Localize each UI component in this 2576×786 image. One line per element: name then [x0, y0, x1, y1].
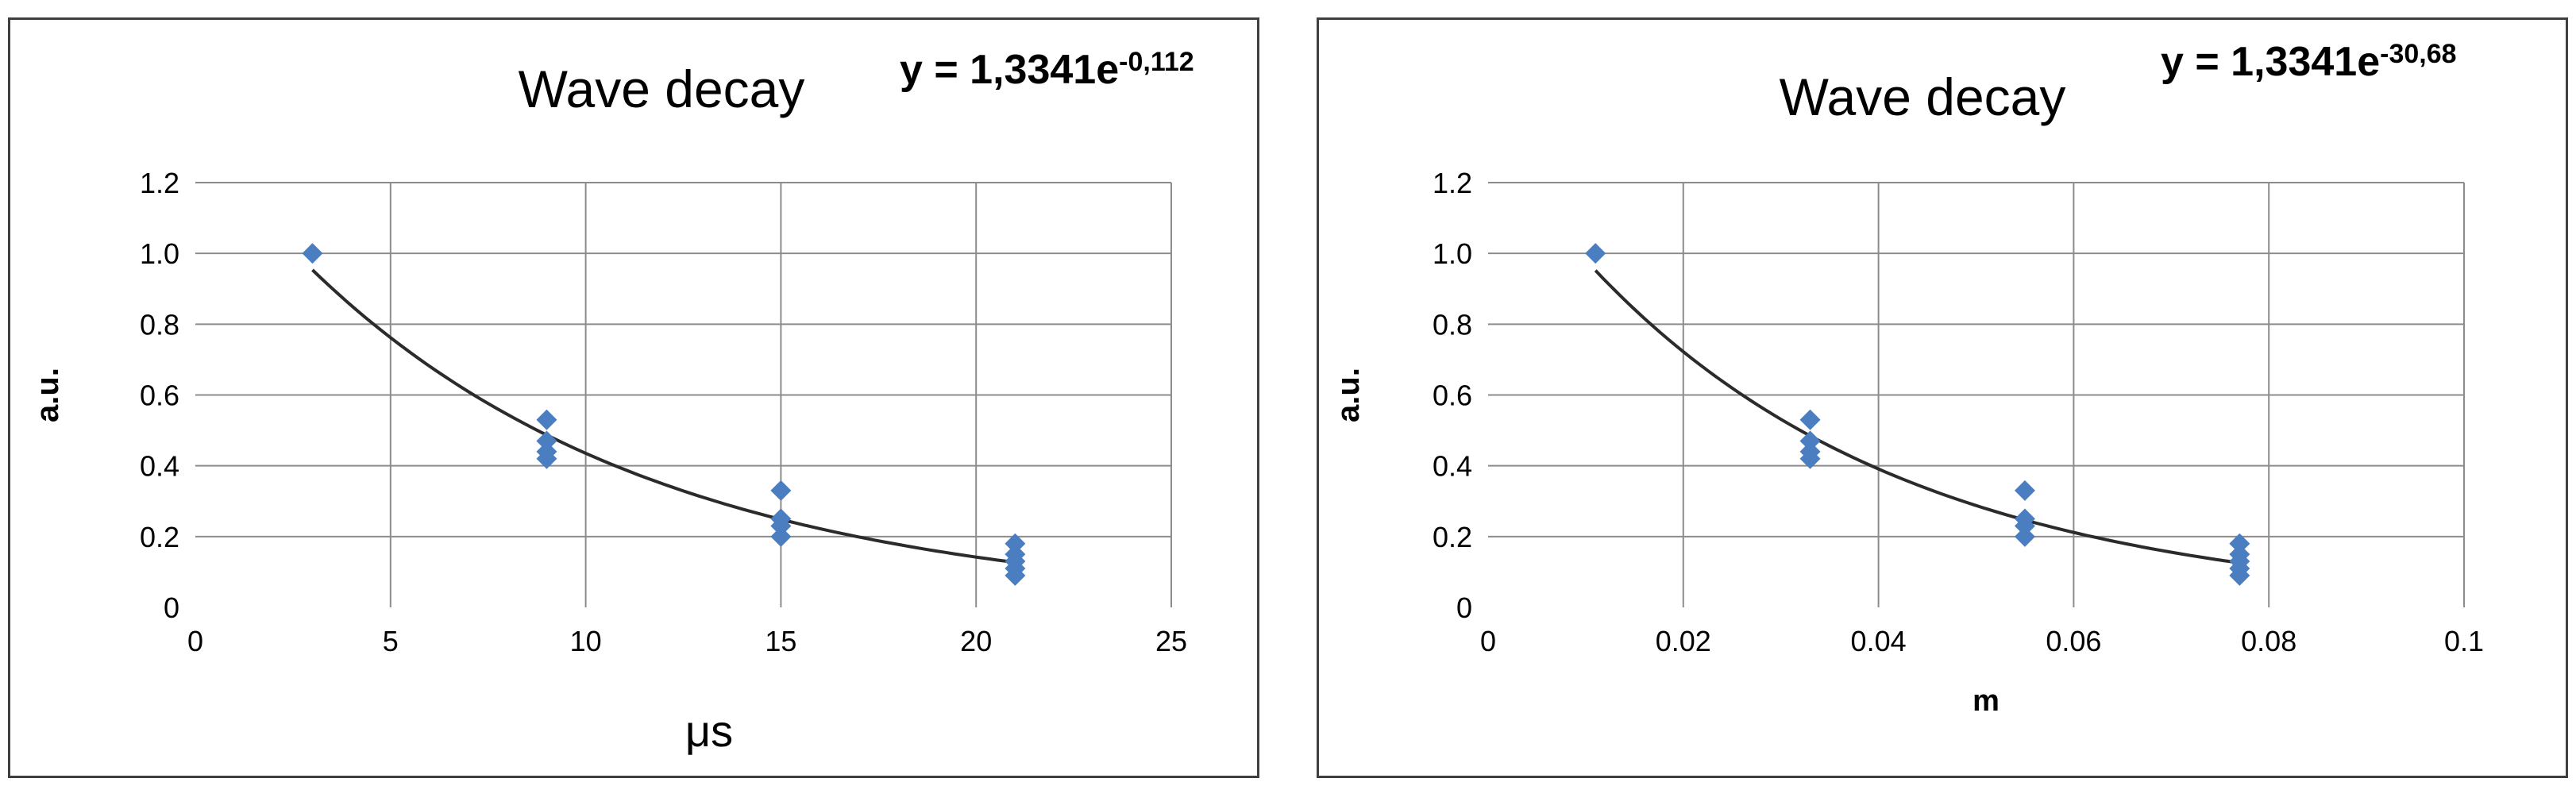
chart-left: Wave decay y = 1,3341e-0,112 0 5 10 15 20 25 …: [30, 47, 1194, 756]
x-tick-label: 0.02: [1656, 625, 1711, 657]
x-tick-label: 15: [765, 625, 796, 657]
data-point: [1005, 533, 1026, 554]
x-axis-label: m: [1972, 684, 1999, 718]
y-axis-label: a.u.: [30, 368, 65, 422]
x-tick-label: 0.1: [2444, 625, 2484, 657]
data-point: [302, 243, 323, 264]
y-tick-label: 0.6: [140, 380, 179, 412]
x-tick-labels: 0 5 10 15 20 25: [187, 625, 1187, 657]
y-tick-label: 0.2: [140, 521, 179, 553]
x-tick-label: 5: [383, 625, 399, 657]
data-point: [1005, 564, 1026, 586]
data-point: [770, 526, 792, 547]
data-point: [1799, 409, 1821, 430]
y-tick-labels: 0 0.2 0.4 0.6 0.8 1.0 1.2: [140, 167, 179, 624]
y-tick-labels: 0 0.2 0.4 0.6 0.8 1.0 1.2: [1433, 167, 1472, 624]
data-point: [2014, 526, 2035, 547]
data-point: [1799, 448, 1821, 469]
data-point: [2014, 515, 2035, 537]
x-tick-label: 0.08: [2241, 625, 2296, 657]
data-points: [302, 243, 1026, 586]
y-tick-label: 1.0: [1433, 237, 1472, 270]
chart-grid: [1488, 182, 2465, 607]
x-tick-label: 25: [1155, 625, 1187, 657]
y-tick-label: 0.2: [1433, 521, 1472, 553]
trendline-curve: [311, 268, 1016, 564]
y-axis-label: a.u.: [1331, 368, 1366, 422]
x-tick-label: 0: [1480, 625, 1496, 657]
y-tick-label: 0: [1456, 591, 1472, 624]
x-axis-label: μs: [685, 706, 733, 756]
y-tick-label: 1.0: [140, 237, 179, 270]
chart-panel-left: Wave decay y = 1,3341e-0,112 0 5 10 15 20 25 …: [8, 17, 1259, 778]
trendline-equation: y = 1,3341e-30,68: [2161, 39, 2457, 85]
y-tick-label: 0.4: [1433, 450, 1472, 483]
trendline-curve: [1594, 269, 2240, 564]
data-point: [536, 409, 557, 430]
data-points: [1585, 243, 2250, 586]
trendline-equation: y = 1,3341e-0,112: [900, 47, 1194, 93]
data-point: [770, 480, 792, 501]
x-tick-label: 10: [570, 625, 602, 657]
chart-right: Wave decay y = 1,3341e-30,68 0 0.02 0.04 0.…: [1331, 39, 2484, 718]
chart-title: Wave decay: [519, 60, 805, 118]
trendline: [1594, 269, 2240, 564]
data-point: [1585, 243, 1606, 264]
y-tick-label: 1.2: [140, 167, 179, 199]
trendline: [311, 268, 1016, 564]
x-tick-label: 0.06: [2046, 625, 2101, 657]
y-tick-label: 1.2: [1433, 167, 1472, 199]
data-point: [2014, 480, 2035, 501]
x-tick-labels: 0 0.02 0.04 0.06 0.08 0.1: [1480, 625, 2484, 657]
x-tick-label: 0.04: [1851, 625, 1907, 657]
data-point: [2229, 564, 2250, 586]
y-tick-label: 0.4: [140, 450, 179, 483]
y-tick-label: 0: [164, 591, 179, 624]
data-point: [770, 515, 792, 537]
y-tick-label: 0.6: [1433, 380, 1472, 412]
data-point: [2229, 533, 2250, 554]
y-tick-label: 0.8: [140, 308, 179, 341]
x-tick-label: 0: [187, 625, 203, 657]
chart-panel-right: Wave decay y = 1,3341e-30,68 0 0.02 0.04 0.…: [1317, 17, 2568, 778]
data-point: [1799, 430, 1821, 452]
data-point: [536, 430, 557, 452]
data-point: [536, 448, 557, 469]
x-tick-label: 20: [960, 625, 992, 657]
chart-grid: [195, 182, 1172, 607]
chart-title: Wave decay: [1780, 67, 2066, 126]
y-tick-label: 0.8: [1433, 308, 1472, 341]
